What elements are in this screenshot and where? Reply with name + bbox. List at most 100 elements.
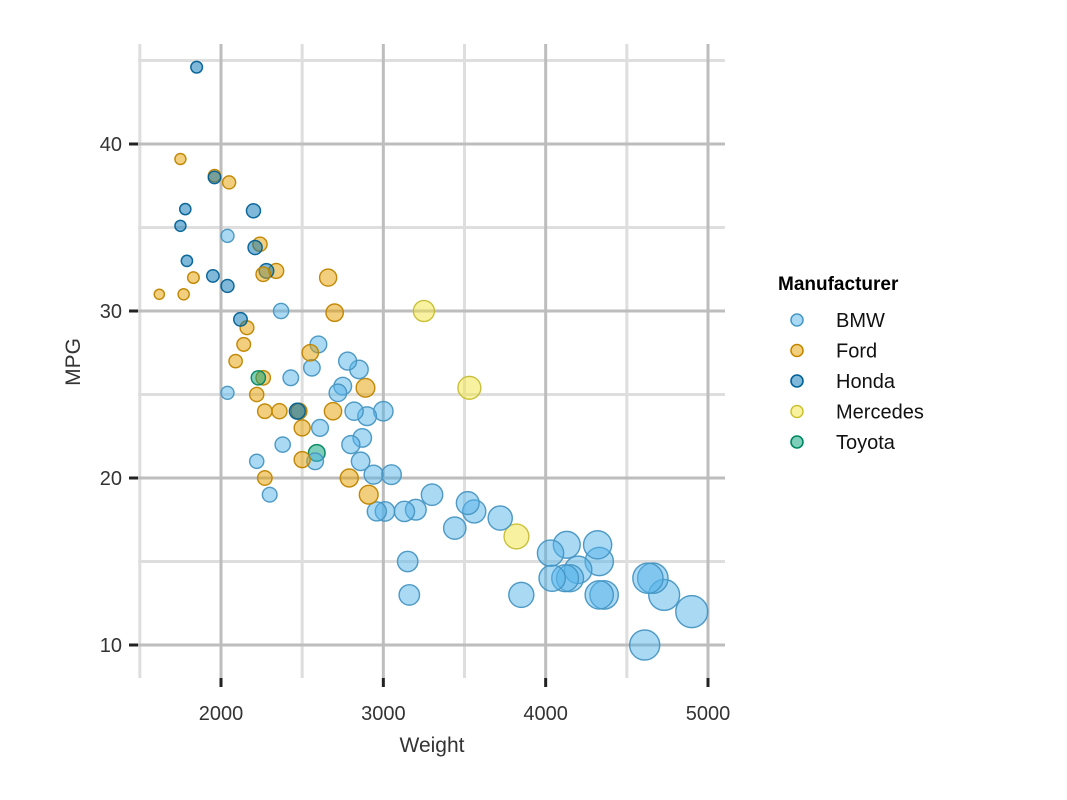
point-outline	[174, 219, 187, 232]
point-outline	[228, 353, 243, 369]
point-bmw	[366, 501, 388, 522]
point-ford	[358, 484, 379, 505]
point-bmw	[310, 418, 330, 438]
point-bmw	[341, 434, 361, 455]
point-honda	[245, 203, 262, 219]
point-honda	[247, 239, 263, 256]
point-bmw	[261, 486, 278, 503]
legend-key-outline	[790, 404, 804, 419]
point-outline	[293, 419, 311, 437]
point-ford	[323, 401, 343, 421]
point-bmw	[396, 550, 419, 573]
point-outline	[366, 501, 387, 522]
point-outline	[629, 629, 661, 661]
point-outline	[420, 483, 444, 506]
point-toyota	[250, 369, 267, 386]
point-bmw	[536, 539, 565, 568]
point-outline	[632, 562, 664, 594]
point-outline	[319, 268, 338, 287]
point-outline	[274, 436, 291, 453]
point-bmw	[628, 629, 661, 661]
point-bmw	[363, 464, 384, 485]
point-outline	[443, 516, 467, 540]
point-outline	[250, 370, 267, 386]
point-ford	[256, 403, 273, 420]
point-bmw	[582, 529, 613, 560]
point-outline	[187, 271, 200, 284]
legend-title: Manufacturer	[778, 274, 899, 295]
point-outline	[338, 351, 358, 371]
y-tick-label: 20	[100, 468, 122, 490]
point-mercedes	[412, 299, 436, 323]
point-ford	[256, 470, 273, 486]
point-outline	[301, 343, 320, 362]
point-outline	[503, 523, 530, 550]
point-outline	[256, 470, 273, 486]
point-ford	[293, 450, 311, 469]
point-bmw	[584, 580, 615, 610]
point-outline	[249, 386, 265, 403]
point-outline	[256, 403, 273, 420]
axes	[129, 142, 710, 687]
legend-key-honda	[790, 374, 804, 388]
point-outline	[398, 584, 421, 606]
point-outline	[190, 60, 204, 74]
point-outline	[233, 312, 248, 327]
point-bmw	[398, 583, 421, 606]
point-ford	[248, 386, 265, 403]
point-ford	[339, 468, 359, 488]
point-ford	[293, 419, 311, 437]
point-honda	[220, 278, 235, 294]
point-outline	[328, 383, 348, 403]
point-ford	[318, 268, 338, 287]
point-outline	[363, 464, 384, 485]
point-outline	[180, 254, 194, 268]
point-ford	[177, 287, 190, 301]
point-outline	[206, 269, 220, 283]
point-outline	[344, 401, 364, 421]
point-bmw	[344, 401, 364, 422]
y-tick-label: 10	[100, 635, 122, 657]
y-tick-label: 30	[100, 301, 122, 323]
point-honda	[233, 311, 248, 327]
point-outline	[536, 539, 565, 567]
legend-key-bmw	[790, 313, 804, 327]
legend-key-ford	[790, 343, 804, 358]
point-bmw	[632, 562, 664, 595]
point-outline	[355, 377, 376, 398]
point-honda	[207, 170, 222, 185]
tick-labels: 2000 3000 4000 5000 10 20 30 40	[100, 134, 731, 725]
point-ford	[236, 336, 252, 352]
point-bmw	[220, 228, 235, 244]
point-outline	[350, 451, 371, 472]
point-mercedes	[457, 375, 482, 401]
x-tick-label: 5000	[686, 703, 731, 725]
point-outline	[584, 580, 614, 610]
point-honda	[288, 402, 306, 420]
point-honda	[180, 254, 194, 268]
x-tick-label: 3000	[361, 703, 406, 725]
point-outline	[341, 435, 361, 455]
point-outline	[582, 530, 613, 560]
point-bmw	[442, 516, 467, 540]
point-outline	[282, 369, 300, 387]
legend-label-mercedes: Mercedes	[836, 402, 924, 424]
point-bmw	[508, 581, 535, 609]
point-bmw	[328, 383, 348, 403]
point-outline	[236, 337, 252, 352]
legend-key-outline	[790, 435, 804, 449]
legend-key-outline	[790, 374, 804, 388]
legend-label-bmw: BMW	[836, 310, 885, 332]
point-outline	[293, 451, 311, 469]
point-outline	[220, 228, 235, 243]
point-honda	[178, 202, 192, 216]
point-ford	[301, 343, 320, 362]
point-outline	[153, 288, 165, 300]
point-outline	[323, 401, 343, 421]
point-outline	[245, 203, 262, 219]
point-outline	[220, 385, 235, 400]
legend-label-honda: Honda	[836, 371, 896, 393]
data-points	[153, 60, 709, 661]
point-ford	[228, 353, 243, 369]
